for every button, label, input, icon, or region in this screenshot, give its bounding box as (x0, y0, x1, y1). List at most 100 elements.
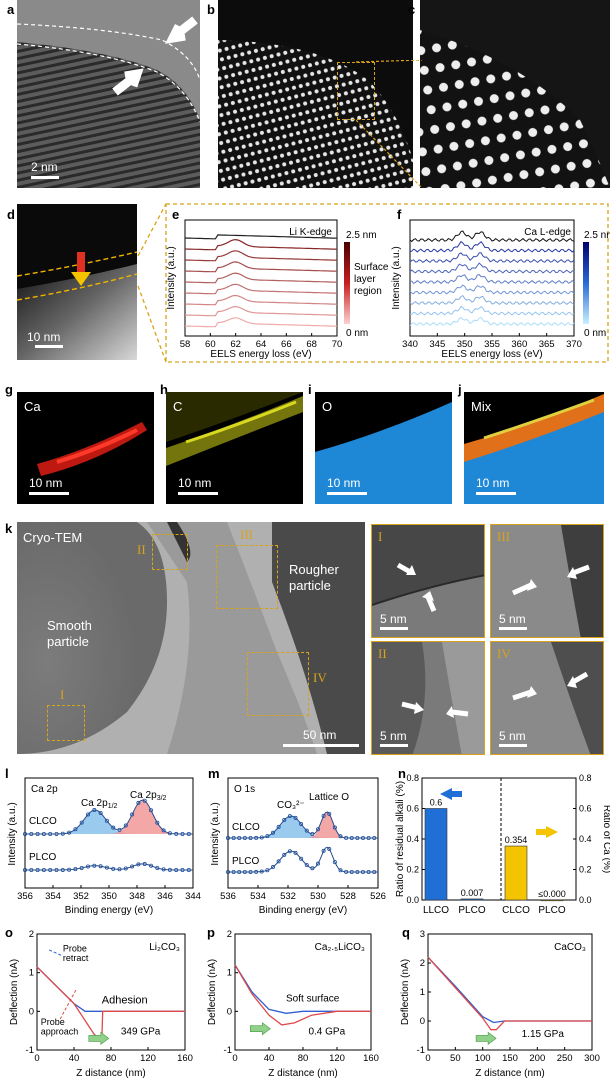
panel-label-f: f (397, 207, 402, 222)
data-point (310, 866, 315, 871)
scan-arrow-icon (77, 252, 85, 274)
data-point (225, 836, 230, 841)
x-tick-label: 150 (502, 1053, 518, 1064)
eels-li-curves (184, 234, 338, 328)
scale-label: 5 nm (380, 612, 407, 626)
x-tick-label: 120 (140, 1053, 156, 1064)
y-axis-label-right: Ratio of Ca (%) (601, 805, 610, 873)
data-point (142, 862, 147, 867)
category-label: PLCO (538, 905, 565, 916)
data-point (67, 830, 72, 835)
x-tick-label: 100 (475, 1053, 491, 1064)
data-point (282, 852, 287, 857)
series-label: PLCO (232, 856, 259, 867)
x-tick-label: 354 (45, 891, 61, 902)
chart-title: CaCO₃ (554, 942, 586, 953)
data-point (366, 870, 371, 875)
category-label: LLCO (423, 905, 449, 916)
data-point (259, 835, 264, 840)
data-point (155, 865, 160, 870)
data-point (86, 812, 91, 817)
x-axis-label: Binding energy (eV) (259, 905, 347, 915)
x-tick-label: 50 (450, 1053, 461, 1064)
force-curve (234, 964, 371, 1026)
colorbar-bottom: 0 nm (584, 328, 606, 339)
eels-curve (409, 316, 575, 327)
cryo-tem-image: Cryo-TEM Smooth particle Rougher particl… (17, 522, 365, 754)
panel-label-p: p (207, 925, 215, 940)
rough-label-1: Rougher (289, 562, 339, 577)
data-point (161, 828, 166, 833)
panel-label-q: q (402, 925, 410, 940)
data-point (142, 798, 147, 803)
data-point (327, 847, 332, 852)
x-tick-labels: 356 354 352 350 348 346 344 (17, 885, 201, 902)
data-point (22, 868, 27, 873)
x-tick-label: 0 (34, 1053, 39, 1064)
x-tick-label: 62 (230, 339, 241, 350)
bars: 0.0 0.0 0.2 0.2 0.4 0.4 0.6 0.6 0.8 0.8 0.6 LLCO 0.0… (406, 773, 591, 916)
scale-label: 5 nm (380, 729, 407, 743)
x-tick-label: 40 (264, 1053, 275, 1064)
data-point (167, 831, 172, 836)
eels-curve (184, 294, 338, 306)
haadf-zoom-c (420, 0, 610, 188)
map-o: O 10 nm (315, 392, 452, 504)
data-point (79, 865, 84, 870)
y-tick-label: 0.4 (579, 834, 592, 844)
data-point (136, 800, 141, 805)
annotation: Probe (63, 943, 87, 953)
scale-bar (327, 492, 367, 495)
map-mix: Mix 10 nm (464, 392, 604, 504)
annotation: 0.4 GPa (308, 1027, 345, 1038)
data-point (265, 834, 270, 839)
x-tick-label: 58 (180, 339, 191, 350)
data-point (86, 864, 91, 869)
y-tick-label: 1 (227, 968, 232, 979)
data-point (276, 824, 281, 829)
data-point (167, 867, 172, 872)
x-tick-labels: 340 345 350 355 360 365 370 (402, 333, 582, 350)
map-c: C 10 nm (166, 392, 303, 504)
data-point (271, 830, 276, 835)
colorbar-top: 2.5 nm (346, 230, 377, 241)
eels-ca-curves (409, 230, 575, 327)
chart-title: Ca₂.₅LiCO₃ (315, 942, 365, 953)
x-tick-label: 355 (484, 339, 500, 350)
data-point (123, 866, 128, 871)
data-point (259, 869, 264, 874)
panel-label-k: k (5, 521, 13, 536)
data-point (41, 831, 46, 836)
chart-e: 58 60 62 64 66 68 70 EELS energy loss (eV) Int… (166, 219, 389, 360)
data-point (237, 869, 242, 874)
zoom-box (337, 62, 375, 120)
x-tick-label: 528 (340, 891, 356, 902)
data-point (29, 868, 34, 873)
data-point (73, 867, 78, 872)
panel-label-n: n (398, 766, 406, 781)
scale-bar (29, 492, 69, 495)
colorbar-bottom: 0 nm (346, 328, 368, 339)
haadf-image-d: 10 nm (17, 204, 137, 360)
data-point (237, 835, 242, 840)
x-axis-label: Z distance (nm) (76, 1068, 145, 1079)
data-point (248, 869, 253, 874)
data-point (293, 850, 298, 855)
colorbar (344, 242, 350, 324)
chart-title: Ca 2p (31, 784, 58, 795)
scale-label: 2 nm (31, 160, 58, 174)
y-tick-label: -1 (417, 1045, 425, 1056)
panel-label-j: j (458, 382, 462, 397)
cryo-zoom-I: I 5 nm (371, 524, 485, 638)
data-point (111, 825, 116, 830)
data-point (104, 865, 109, 870)
panel-label-g: g (5, 382, 13, 397)
data-point (180, 867, 185, 872)
y-tick-label: 1 (420, 987, 425, 998)
x-tick-label: 80 (298, 1053, 309, 1064)
data-point (117, 827, 122, 832)
x-tick-label: 80 (106, 1053, 117, 1064)
rough-label-2: particle (289, 578, 331, 593)
peak-label: Ca 2p3/2 (130, 790, 167, 802)
